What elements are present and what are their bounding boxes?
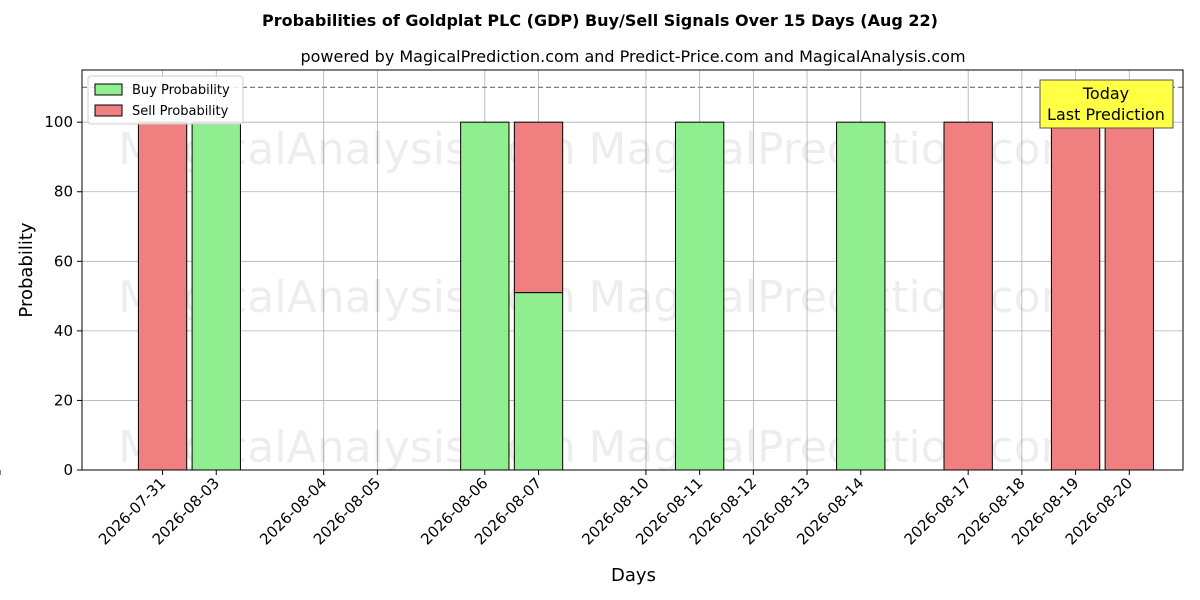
bar-sell [1104, 121, 1154, 471]
y-tick-label: 40 [54, 322, 73, 340]
bar-sell [943, 121, 993, 471]
bar-buy [836, 121, 886, 471]
legend-swatch-buy [94, 83, 123, 96]
bar-buy [460, 121, 510, 471]
bar-buy [674, 121, 725, 471]
bar-sell [137, 121, 188, 471]
bar-sell [513, 121, 564, 294]
bar-buy [513, 292, 564, 471]
legend-box [87, 75, 244, 125]
legend-swatch-sell [94, 104, 123, 117]
annotation-line-2: Last Prediction [1047, 105, 1165, 124]
watermark-text: MagicalPrediction.com [589, 124, 1084, 175]
bar-buy [191, 121, 241, 471]
legend-label-sell: Sell Probability [132, 104, 229, 119]
y-tick-label: 60 [54, 252, 73, 270]
watermark-text: MagicalPrediction.com [589, 272, 1084, 323]
plot-frame [81, 69, 1184, 471]
chart-title: Probabilities of Goldplat PLC (GDP) Buy/… [262, 11, 938, 30]
watermark-text: MagicalPrediction.com [589, 422, 1084, 473]
y-tick-label: 80 [54, 183, 73, 201]
annotation-line-1: Today [1082, 84, 1129, 103]
y-tick-label: 20 [54, 391, 73, 409]
y-tick-label: 100 [44, 113, 73, 131]
chart-subtitle: powered by MagicalPrediction.com and Pre… [300, 47, 965, 66]
annotation-box [1039, 79, 1174, 129]
bar-sell [1050, 121, 1101, 471]
y-tick-label: 0 [63, 461, 73, 479]
x-axis-label: Days [611, 565, 656, 586]
y-axis-label: Probability [16, 222, 37, 317]
legend-label-buy: Buy Probability [132, 83, 230, 98]
